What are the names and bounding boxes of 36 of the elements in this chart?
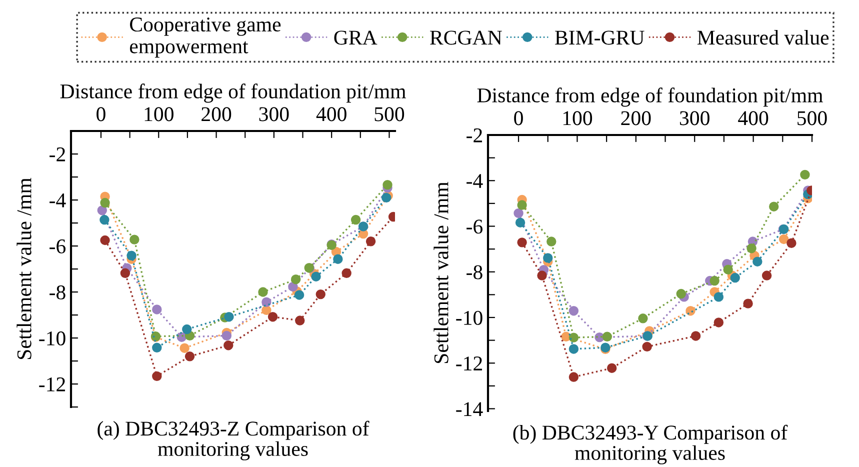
x-tick-label: 100	[144, 107, 174, 122]
y-tick-label: -6	[466, 220, 483, 234]
legend-label: GRA	[334, 30, 378, 45]
x-axis-title: Distance from edge of foundation pit/mm	[60, 84, 406, 103]
y-tick-label: -2	[50, 147, 65, 162]
y-axis-title: Settlement value /mm	[16, 178, 32, 360]
x-tick-label: 100	[563, 111, 592, 126]
y-tick-label: -12	[39, 377, 65, 392]
legend-label: BIM-GRU	[555, 30, 644, 45]
x-tick-label: 300	[259, 107, 289, 122]
y-tick-label: -8	[50, 285, 66, 300]
y-tick-label: -4	[466, 174, 483, 188]
x-tick-label: 500	[374, 107, 404, 122]
text: (b) DBC32493-Y Comparison of monitoring values	[513, 424, 788, 464]
y-tick-label: -10	[456, 310, 482, 325]
x-tick-label: 200	[621, 111, 651, 126]
y-tick-label: -14	[456, 402, 483, 416]
x-tick-label: 0	[514, 111, 523, 126]
y-tick-label: -8	[466, 265, 482, 280]
y-tick-label: -6	[50, 239, 66, 254]
x-tick-label: 300	[680, 111, 710, 126]
x-tick-label: 500	[798, 111, 827, 126]
legend-label: Cooperative game empowerment	[130, 18, 281, 58]
x-tick-label: 400	[738, 111, 768, 126]
legend-label: RCGAN	[430, 30, 502, 45]
x-tick-label: 200	[202, 107, 232, 122]
x-tick-label: 400	[316, 107, 346, 122]
legend-label: Measured value	[697, 30, 829, 45]
x-tick-label: 0	[96, 107, 106, 122]
y-tick-label: -2	[466, 128, 482, 142]
y-tick-label: -12	[456, 356, 482, 370]
y-tick-label: -4	[50, 194, 66, 208]
text: (a) DBC32493-Z Comparison of monitoring values	[98, 420, 370, 460]
x-axis-title: Distance from edge of foundation pit/mm	[477, 88, 823, 107]
y-tick-label: -10	[39, 331, 66, 346]
y-axis-title: Settlement value /mm	[434, 182, 448, 364]
